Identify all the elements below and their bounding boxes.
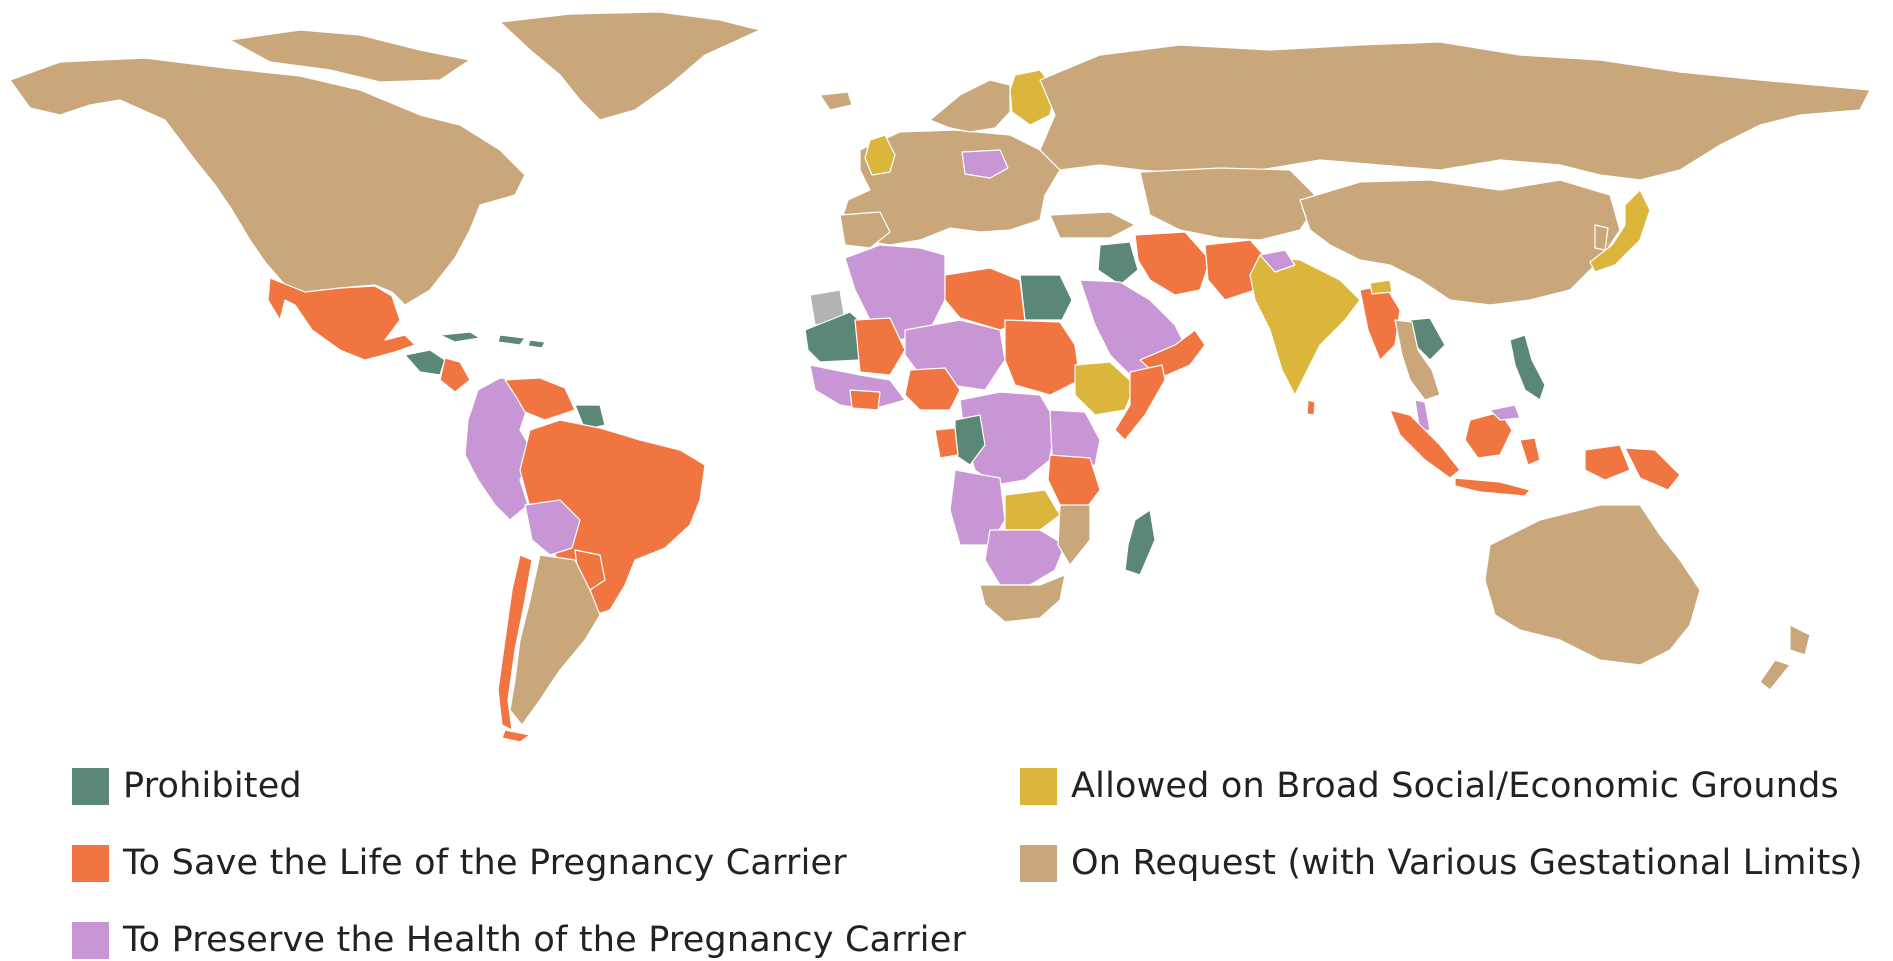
region-russia [1039,41,1871,181]
region-central-america-north [404,349,446,376]
region-south-africa [979,574,1066,623]
region-sri-lanka [1306,399,1316,416]
region-bolivia [524,499,581,556]
legend-item-socioeconomic: Allowed on Broad Social/Economic Grounds [1020,766,1839,806]
legend-label-on-request: On Request (with Various Gestational Lim… [1071,843,1863,883]
legend-item-save-life: To Save the Life of the Pregnancy Carrie… [72,843,847,883]
region-somalia [1114,364,1166,441]
legend-label-preserve-health: To Preserve the Health of the Pregnancy … [123,920,967,960]
region-australia [1484,504,1701,666]
region-north-borneo [1489,404,1521,421]
region-iberia [839,211,891,249]
region-myanmar-bangladesh [1359,284,1401,361]
region-west-africa-coast [809,364,906,411]
region-poland [961,149,1009,179]
region-greenland [499,11,761,121]
region-turkey [1049,211,1136,239]
region-ghana-coast [849,389,881,411]
region-cuba-hispaniola [439,331,481,343]
region-mali [854,317,906,376]
region-philippines [1509,334,1546,401]
region-great-britain [864,134,896,176]
legend-item-preserve-health: To Preserve the Health of the Pregnancy … [72,920,966,960]
region-tierra-del-fuego [501,729,531,743]
legend-item-on-request: On Request (with Various Gestational Lim… [1020,843,1863,883]
region-indochina [1394,319,1441,401]
region-egypt [1019,274,1073,321]
region-argentina [509,554,601,726]
region-canadian-arctic [229,29,471,83]
region-papua-new-guinea [1624,447,1681,491]
region-java [1454,477,1531,497]
region-nepal-region [1259,249,1296,273]
region-mozambique [1057,504,1091,566]
legend-label-save-life: To Save the Life of the Pregnancy Carrie… [123,843,847,883]
region-japan [1589,189,1651,273]
region-morocco-algeria [844,244,946,341]
region-iran [1134,231,1211,296]
legend-label-prohibited: Prohibited [123,766,302,806]
world-map [9,11,1871,743]
region-iraq [1097,241,1139,286]
legend: Prohibited To Save the Life of the Pregn… [0,750,1893,961]
region-scandinavia [929,79,1011,133]
legend-label-socioeconomic: Allowed on Broad Social/Economic Grounds [1071,766,1839,806]
region-central-america-south [439,357,471,393]
region-mexico [267,277,416,361]
region-iceland [819,91,853,111]
legend-item-prohibited: Prohibited [72,766,302,806]
region-caribbean-east [527,339,546,349]
region-zambia [1004,489,1061,531]
region-new-zealand-north [1789,624,1811,656]
region-caribbean-west [497,334,526,346]
legend-swatch-on-request [1020,844,1057,882]
region-north-america [9,57,526,306]
world-map-svg [9,11,1871,743]
region-sumatra [1389,409,1461,479]
region-nigeria [904,367,961,411]
region-tanzania [1047,454,1101,511]
region-southern-africa [984,529,1066,586]
legend-swatch-socioeconomic [1020,767,1057,805]
legend-swatch-save-life [72,844,109,882]
region-chile [497,554,533,731]
region-korea [1594,224,1609,251]
region-sulawesi [1519,437,1541,466]
region-central-asia [1139,167,1321,241]
region-bhutan [1369,279,1393,295]
region-guianas [574,404,606,431]
region-new-zealand-south [1759,659,1791,691]
region-gabon-cameroon [934,427,959,459]
region-new-guinea-west [1584,444,1631,481]
region-india [1249,254,1361,396]
region-ethiopia [1074,361,1136,416]
region-venezuela [504,377,576,421]
legend-swatch-preserve-health [72,921,109,959]
region-china [1299,179,1621,306]
legend-swatch-prohibited [72,767,109,805]
region-madagascar [1124,509,1156,576]
region-europe [839,129,1061,246]
region-sudan [1004,319,1081,396]
